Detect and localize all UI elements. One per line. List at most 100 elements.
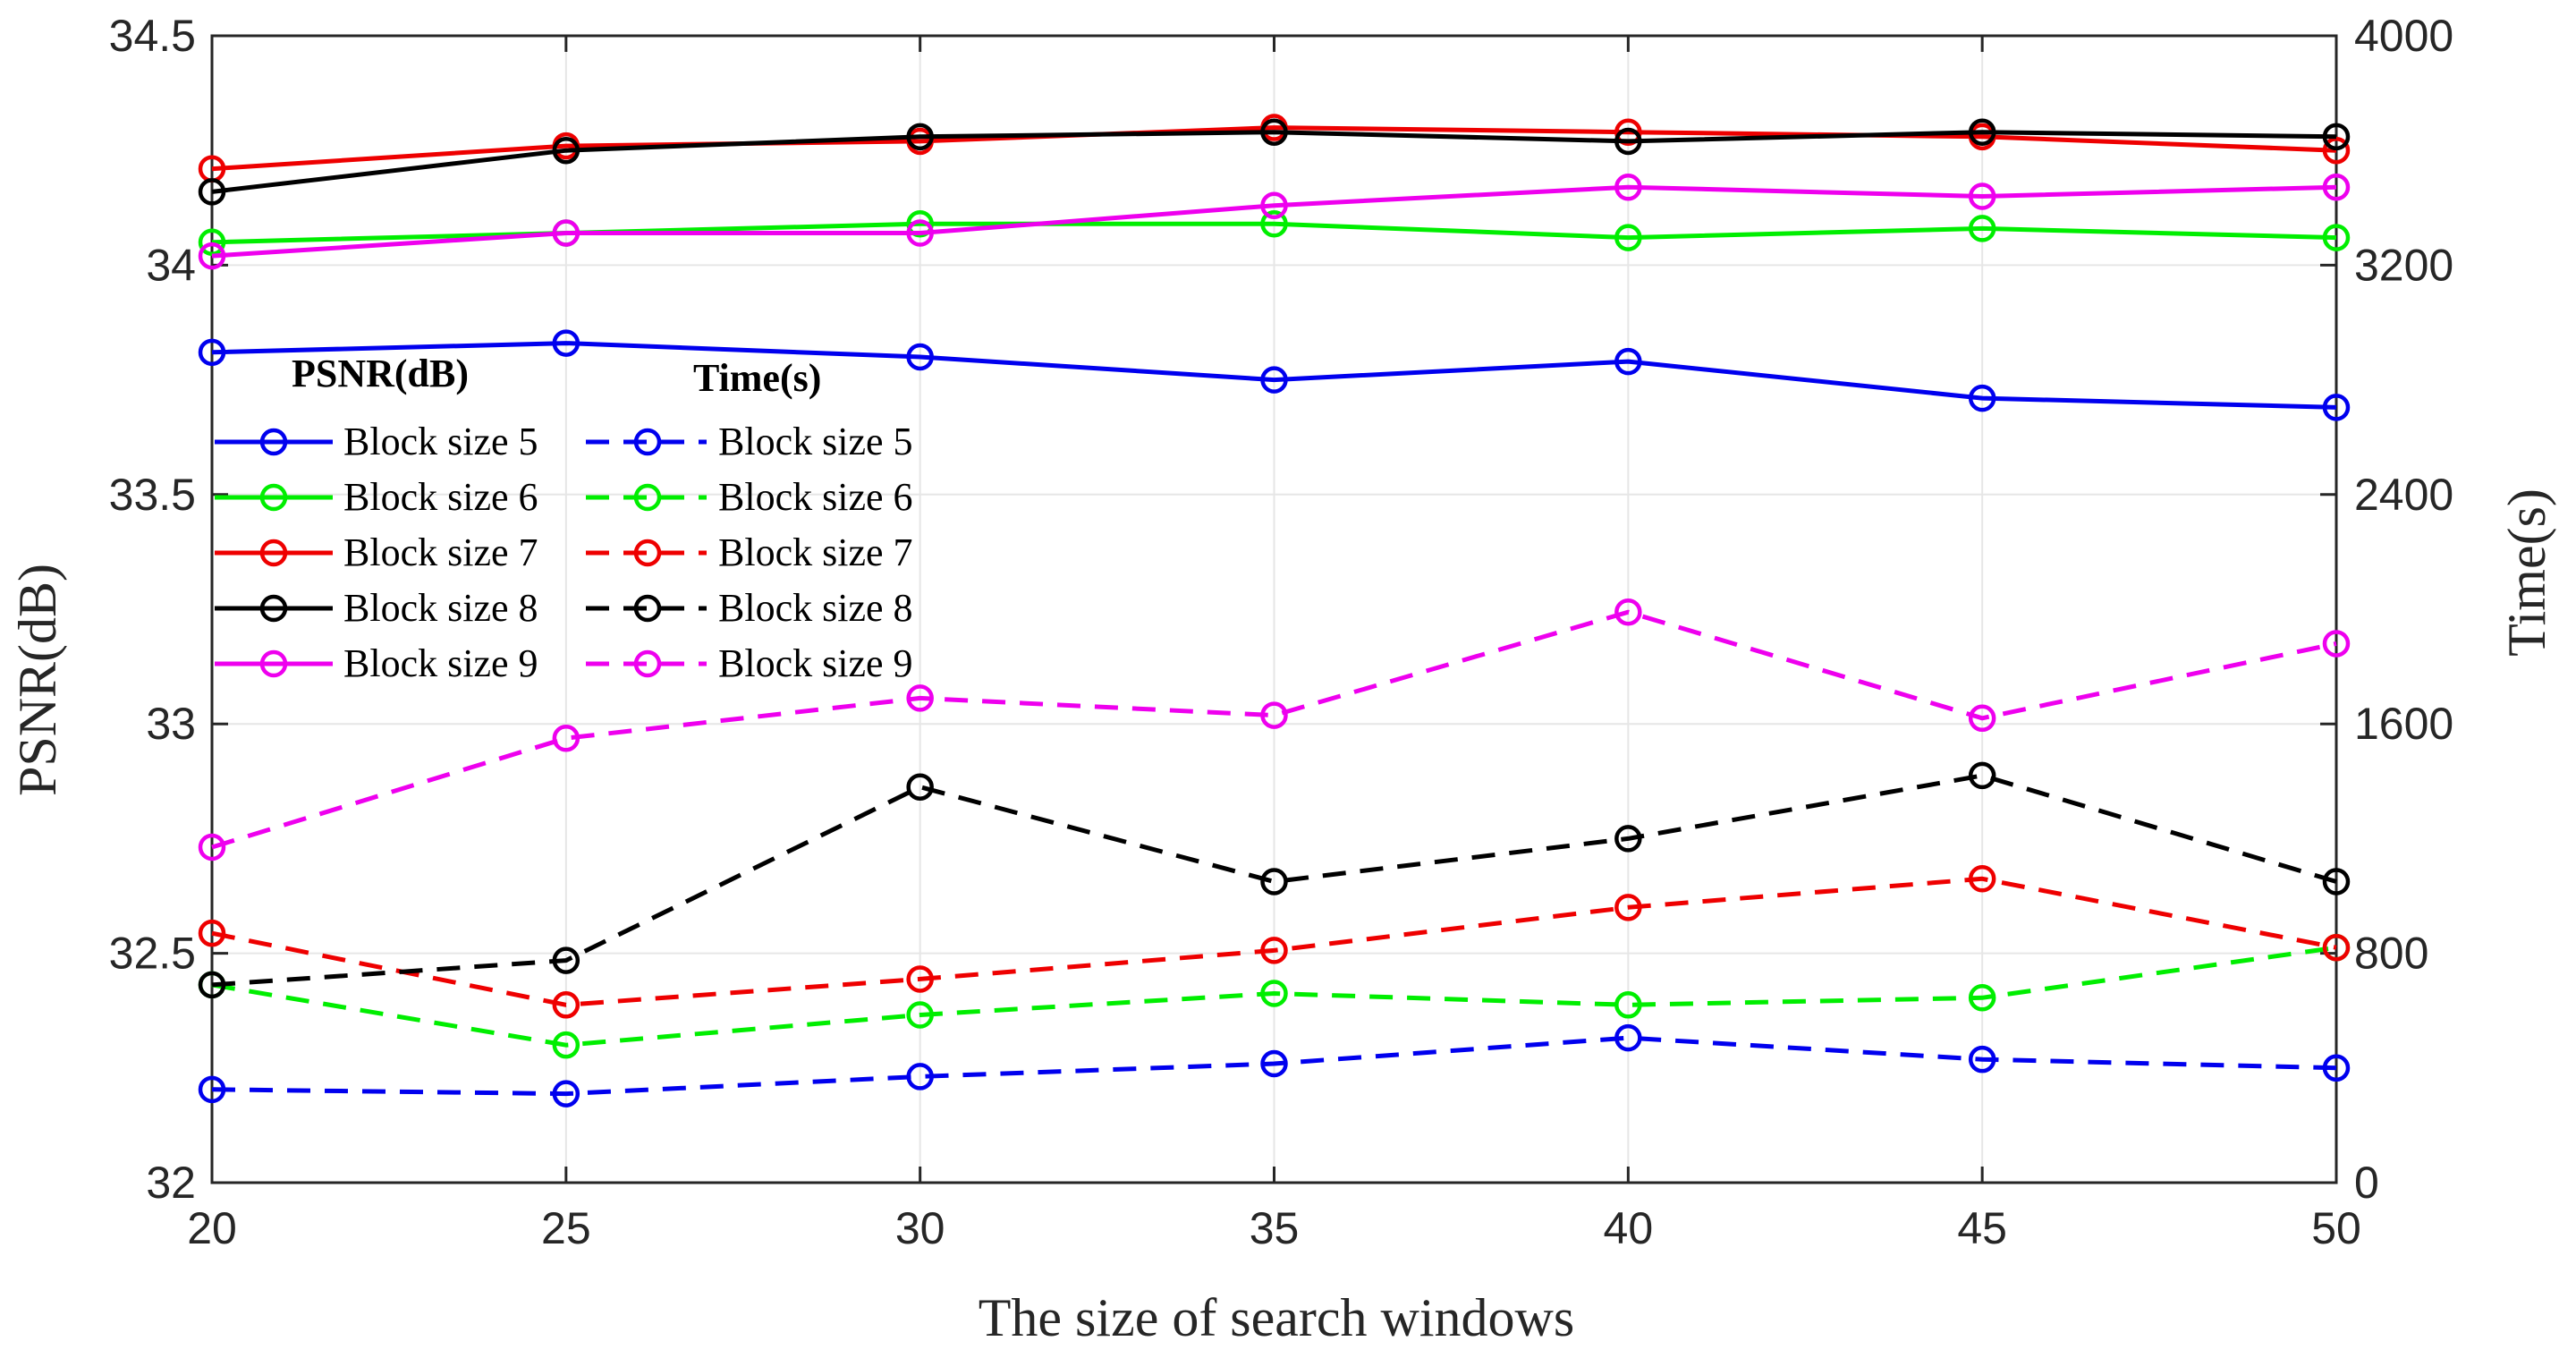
time-point-block-size-7 (2322, 933, 2351, 962)
legend-psnr-label-block-size-6: Block size 6 (343, 475, 538, 519)
psnr-point-block-size-6 (1260, 209, 1288, 238)
time-point-block-size-9 (552, 724, 580, 752)
psnr-point-block-size-8 (2322, 123, 2351, 151)
psnr-point-block-size-5 (552, 329, 580, 357)
time-line-block-size-5 (211, 1035, 2337, 1097)
psnr-point-block-size-8 (1260, 118, 1288, 146)
legend-time-label-block-size-8: Block size 8 (718, 586, 913, 630)
psnr-point-block-size-7 (2322, 136, 2351, 165)
time-point-block-size-8 (2322, 868, 2351, 895)
psnr-point-block-size-6 (2322, 224, 2351, 251)
time-point-block-size-7 (1260, 937, 1288, 964)
y-right-tick-label: 2400 (2354, 470, 2453, 520)
time-point-block-size-5 (1968, 1045, 1996, 1074)
time-point-block-size-7 (552, 991, 580, 1019)
legend-psnr-label-block-size-5: Block size 5 (343, 420, 538, 463)
legend-header-psnr: PSNR(dB) (292, 352, 469, 395)
time-point-block-size-7 (906, 965, 934, 993)
y-left-tick-label: 32 (146, 1158, 196, 1208)
axes-layer: 20 25 30 35 40 45 50 32 32.5 33 33.5 34 34.5 0 800 1600… (109, 11, 2454, 1253)
time-point-block-size-5 (552, 1080, 580, 1108)
psnr-point-block-size-8 (1614, 127, 1642, 156)
psnr-point-block-size-5 (1968, 384, 1996, 412)
psnr-point-block-size-9 (906, 219, 934, 247)
y-axis-left-title: PSNR(dB) (8, 564, 67, 796)
legend-psnr-marker-block-size-7 (259, 539, 288, 567)
time-point-block-size-5 (2322, 1054, 2351, 1082)
legend-psnr-marker-block-size-6 (259, 483, 288, 512)
time-point-block-size-5 (906, 1063, 934, 1091)
psnr-point-block-size-9 (1260, 191, 1288, 219)
psnr-point-block-size-8 (552, 136, 580, 165)
time-point-block-size-5 (1260, 1049, 1288, 1078)
y-left-tick-label: 32.5 (109, 929, 196, 979)
legend-psnr-label-block-size-8: Block size 8 (343, 586, 538, 630)
y-right-tick-label: 800 (2354, 929, 2428, 979)
time-point-block-size-7 (1614, 894, 1642, 921)
psnr-point-block-size-8 (198, 178, 226, 206)
psnr-point-block-size-9 (2322, 173, 2351, 201)
x-tick-label: 30 (895, 1203, 945, 1253)
time-point-block-size-8 (198, 971, 226, 999)
legend-header-time: Time(s) (693, 356, 821, 400)
time-point-block-size-8 (1968, 761, 1996, 790)
time-point-block-size-5 (1614, 1023, 1642, 1052)
x-tick-label: 35 (1250, 1203, 1300, 1253)
x-tick-label: 40 (1604, 1203, 1654, 1253)
psnr-point-block-size-5 (906, 343, 934, 371)
psnr-point-block-size-9 (198, 242, 226, 270)
y-axis-right-title: Time(s) (2497, 488, 2556, 657)
time-line-block-size-8 (211, 773, 2337, 988)
psnr-point-block-size-6 (906, 209, 934, 238)
legend-psnr-marker-block-size-5 (259, 428, 288, 456)
legend-time-label-block-size-9: Block size 9 (718, 641, 913, 685)
series-layer (198, 114, 2351, 1108)
legend-time-label-block-size-5: Block size 5 (718, 420, 913, 463)
time-point-block-size-9 (1968, 704, 1996, 733)
legend-psnr-label-block-size-9: Block size 9 (343, 641, 538, 685)
legend-time-marker-block-size-6 (633, 483, 662, 512)
psnr-point-block-size-6 (1968, 215, 1996, 242)
y-left-tick-label: 34 (146, 240, 196, 290)
psnr-point-block-size-5 (2322, 394, 2351, 421)
psnr-point-block-size-8 (906, 123, 934, 151)
psnr-point-block-size-9 (1614, 173, 1642, 201)
legend-psnr-marker-block-size-8 (259, 594, 288, 623)
y-right-tick-label: 4000 (2354, 11, 2453, 61)
psnr-line-block-size-7 (211, 125, 2337, 172)
time-point-block-size-6 (1614, 991, 1642, 1019)
legend-time-marker-block-size-8 (633, 594, 662, 623)
time-point-block-size-8 (1260, 868, 1288, 895)
x-tick-label: 20 (187, 1203, 237, 1253)
time-point-block-size-9 (1614, 598, 1642, 626)
y-right-tick-label: 1600 (2354, 699, 2453, 749)
psnr-point-block-size-6 (1614, 224, 1642, 251)
time-point-block-size-5 (198, 1075, 226, 1104)
y-left-tick-label: 33.5 (109, 470, 196, 520)
psnr-point-block-size-5 (198, 338, 226, 367)
psnr-point-block-size-5 (1260, 366, 1288, 394)
psnr-point-block-size-5 (1614, 347, 1642, 376)
y-right-tick-label: 3200 (2354, 240, 2453, 290)
time-point-block-size-8 (1614, 825, 1642, 853)
time-point-block-size-6 (1260, 980, 1288, 1007)
time-point-block-size-9 (906, 684, 934, 712)
time-point-block-size-8 (552, 946, 580, 974)
time-line-block-size-7 (211, 876, 2337, 1007)
legend-time-marker-block-size-9 (633, 649, 662, 678)
y-left-tick-label: 33 (146, 699, 196, 749)
time-point-block-size-6 (906, 1001, 934, 1029)
y-left-tick-label: 34.5 (109, 11, 196, 61)
time-point-block-size-9 (2322, 630, 2351, 658)
psnr-point-block-size-9 (1968, 182, 1996, 210)
x-tick-label: 45 (1957, 1203, 2007, 1253)
time-point-block-size-8 (906, 773, 934, 801)
legend-time-marker-block-size-7 (633, 539, 662, 567)
x-axis-title: The size of search windows (979, 1288, 1574, 1347)
legend-layer: PSNR(dB) Time(s) Block size 5 Block size 6 B… (215, 352, 913, 685)
time-line-block-size-9 (211, 609, 2337, 850)
time-point-block-size-6 (552, 1031, 580, 1059)
time-point-block-size-6 (1968, 984, 1996, 1012)
time-point-block-size-7 (1968, 865, 1996, 893)
